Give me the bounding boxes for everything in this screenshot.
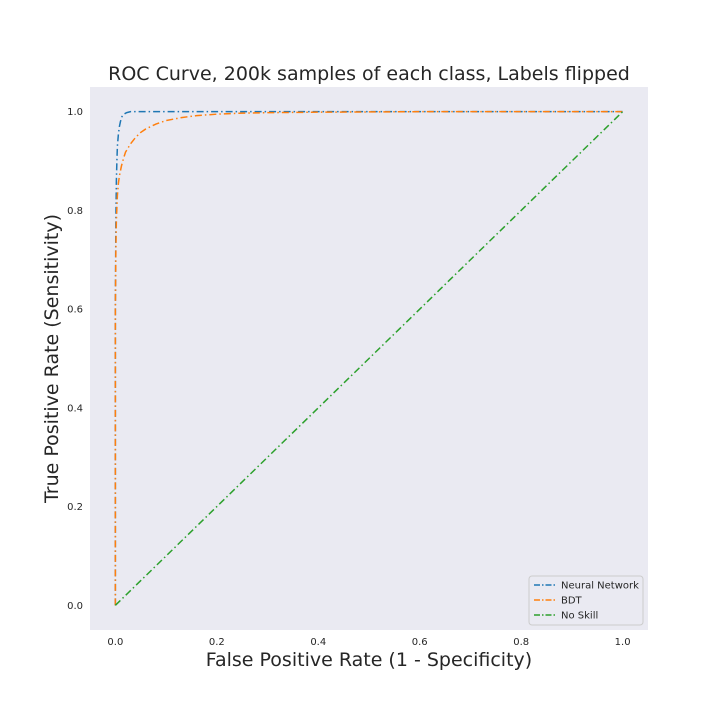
x-tick-label: 0.4 <box>310 637 326 648</box>
y-tick-label: 0.0 <box>67 601 83 612</box>
legend: Neural Network BDT No Skill <box>528 575 644 626</box>
x-tick-label: 0.2 <box>209 637 225 648</box>
x-tick-label: 1.0 <box>615 637 631 648</box>
series-layer <box>114 110 624 606</box>
y-axis-label: True Positive Rate (Sensitivity) <box>41 214 63 504</box>
series-line-neural-network <box>114 110 623 606</box>
x-tick-label: 0.6 <box>412 637 428 648</box>
y-tick-label: 0.8 <box>67 206 83 217</box>
y-tick-label: 0.4 <box>67 403 83 414</box>
y-tick-label: 0.6 <box>67 305 83 316</box>
chart-title: ROC Curve, 200k samples of each class, L… <box>108 63 630 85</box>
x-axis-label: False Positive Rate (1 - Specificity) <box>206 649 532 671</box>
x-tick-label: 0.0 <box>107 637 123 648</box>
legend-label-no-skill: No Skill <box>561 611 598 622</box>
legend-label-bdt: BDT <box>561 596 583 607</box>
x-tick-label: 0.8 <box>513 637 529 648</box>
x-tick-labels: 0.0 0.2 0.4 0.6 0.8 1.0 <box>107 637 630 648</box>
series-line-no-skill <box>114 111 624 606</box>
legend-box <box>528 575 644 626</box>
y-tick-label: 1.0 <box>67 107 83 118</box>
series-line-bdt <box>114 110 623 606</box>
y-tick-labels: 0.0 0.2 0.4 0.6 0.8 1.0 <box>67 107 83 612</box>
y-tick-label: 0.2 <box>67 502 83 513</box>
legend-label-neural-network: Neural Network <box>561 581 639 592</box>
